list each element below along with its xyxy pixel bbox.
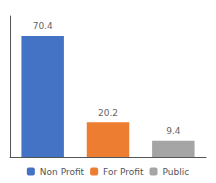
svg-text:20.2: 20.2 bbox=[98, 108, 118, 118]
svg-text:For Profit: For Profit bbox=[103, 167, 144, 177]
svg-text:Non Profit: Non Profit bbox=[40, 167, 85, 177]
svg-text:Public: Public bbox=[163, 167, 190, 177]
svg-text:70.4: 70.4 bbox=[33, 21, 53, 31]
svg-text:9.4: 9.4 bbox=[166, 126, 181, 136]
